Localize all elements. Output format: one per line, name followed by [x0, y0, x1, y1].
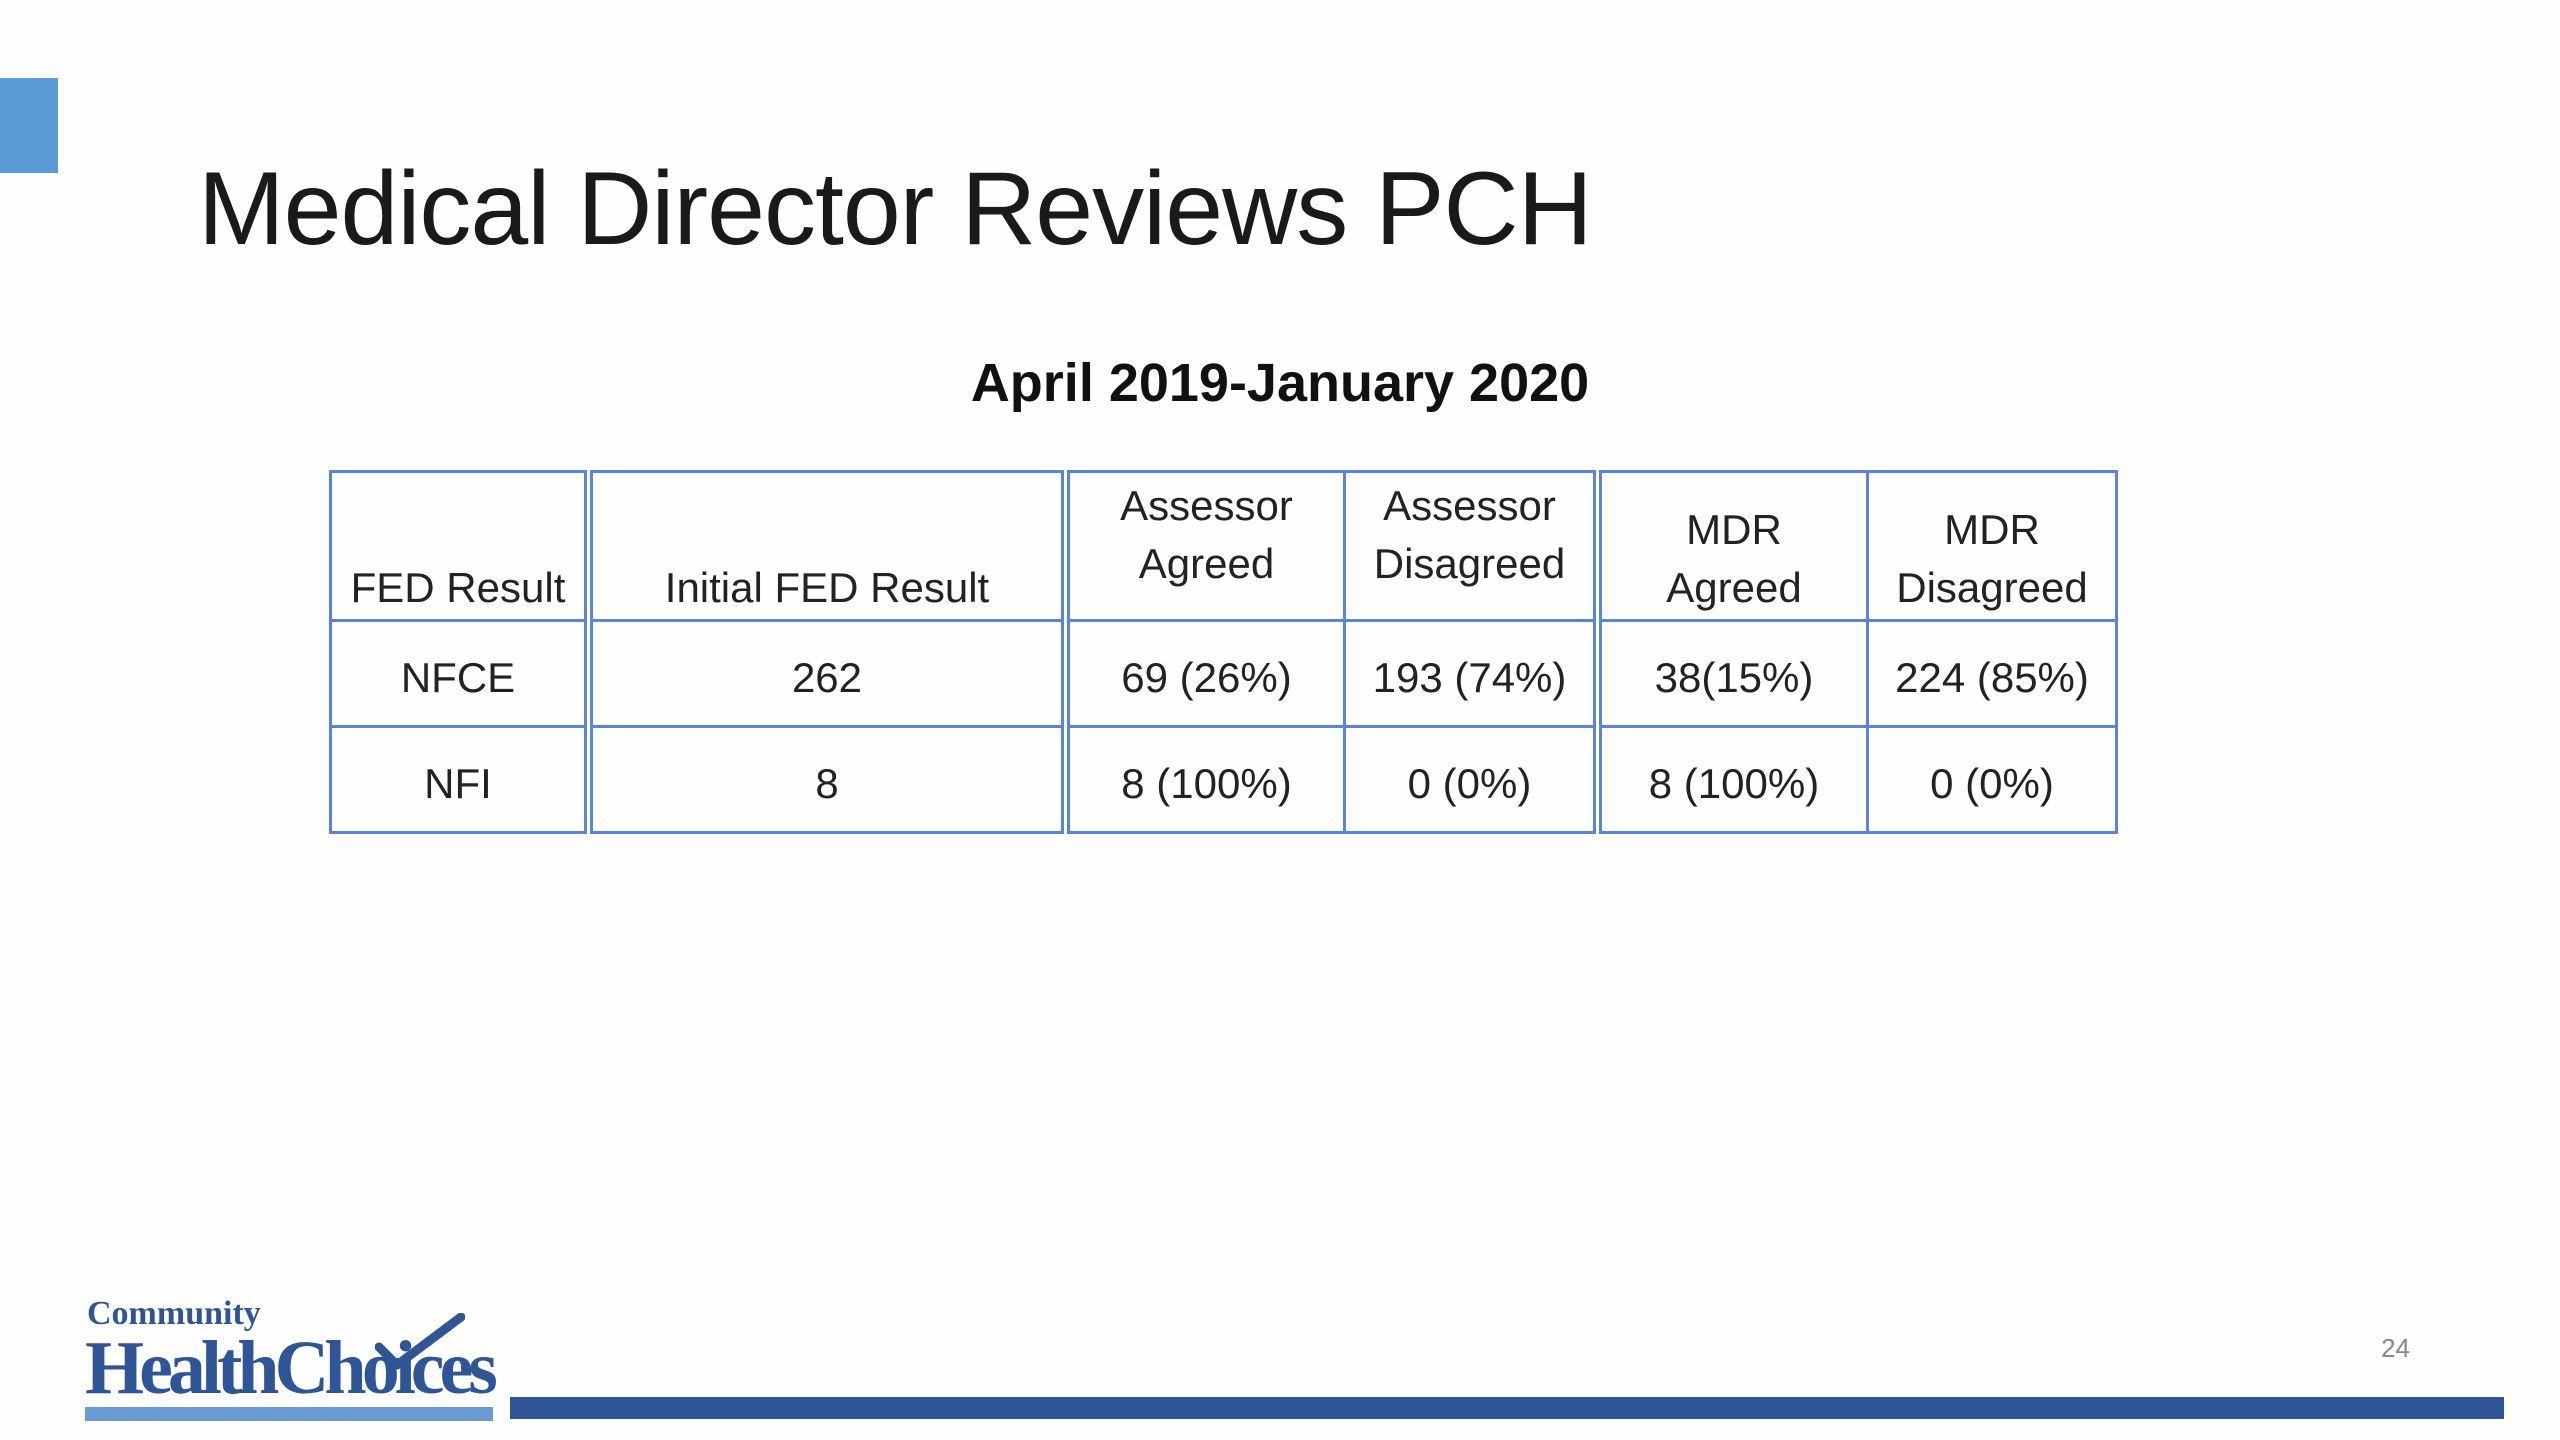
cell-mdr-agreed: 38(15%) [1596, 619, 1869, 728]
cell-mdr-agreed: 8 (100%) [1596, 725, 1869, 834]
cell-fed-result: NFCE [329, 619, 593, 728]
header-fed-result: FED Result [329, 470, 593, 622]
cell-assessor-disagreed: 193 (74%) [1343, 619, 1602, 728]
cell-assessor-disagreed: 0 (0%) [1343, 725, 1602, 834]
table-subtitle: April 2019-January 2020 [970, 353, 1590, 413]
table-header-row: FED Result Initial FED Result Assessor A… [329, 470, 2118, 622]
logo-underline-bar [85, 1407, 493, 1421]
header-mdr-disagreed: MDR Disagreed [1866, 470, 2118, 622]
page-number: 24 [2381, 1333, 2410, 1363]
cell-mdr-disagreed: 224 (85%) [1866, 619, 2118, 728]
header-initial-fed-result: Initial FED Result [587, 470, 1070, 622]
footer-rule [510, 1397, 2504, 1419]
cell-initial-fed-result: 262 [587, 619, 1070, 728]
header-assessor-agreed: Assessor Agreed [1064, 470, 1346, 622]
table-row: NFI 8 8 (100%) 0 (0%) 8 (100%) 0 (0%) [329, 725, 2118, 834]
results-table-wrapper: FED Result Initial FED Result Assessor A… [329, 470, 2118, 834]
results-table: FED Result Initial FED Result Assessor A… [329, 470, 2118, 834]
community-healthchoices-logo: Community HealthChoices [85, 1295, 498, 1425]
cell-assessor-agreed: 8 (100%) [1064, 725, 1346, 834]
title-accent-block [0, 78, 58, 173]
checkmark-icon [375, 1313, 465, 1370]
cell-fed-result: NFI [329, 725, 593, 834]
table-row: NFCE 262 69 (26%) 193 (74%) 38(15%) 224 … [329, 619, 2118, 728]
cell-assessor-agreed: 69 (26%) [1064, 619, 1346, 728]
header-assessor-disagreed: Assessor Disagreed [1343, 470, 1602, 622]
logo-community-text: Community [87, 1295, 261, 1332]
cell-mdr-disagreed: 0 (0%) [1866, 725, 2118, 834]
cell-initial-fed-result: 8 [587, 725, 1070, 834]
header-mdr-agreed: MDR Agreed [1596, 470, 1869, 622]
slide-title: Medical Director Reviews PCH [198, 151, 1593, 267]
